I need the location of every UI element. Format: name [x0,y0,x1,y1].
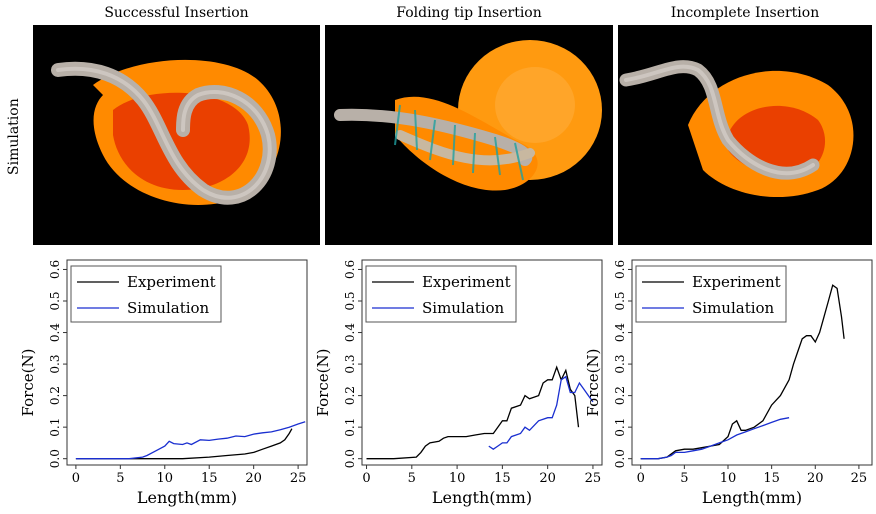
y-tick-label: 0.0 [343,449,357,468]
plot-frame [66,259,308,466]
legend-label: Experiment [422,273,511,291]
force-chart-folding: 0.0 0.1 0.2 0.3 0.4 0.5 0.6 0 5 10 15 20 25 Length(mm… [310,255,610,514]
y-tick-label: 0.1 [48,418,62,437]
chart-svg-0: 0.0 0.1 0.2 0.3 0.4 0.5 0.6 0 5 10 15 20 25 Length(mm… [19,259,308,507]
plot-frame [361,259,603,466]
x-tick-label: 10 [720,471,737,486]
cochlea-render-incomplete [619,60,854,198]
plot-frame [631,259,873,466]
x-tick-label: 15 [763,471,780,486]
x-tick-label: 5 [408,471,416,486]
y-tick-label: 0.5 [613,291,627,310]
legend-label: Simulation [692,299,775,317]
legend-label: Experiment [127,273,216,291]
y-axis-label: Force(N) [19,349,37,417]
simulation-image-folding [325,25,613,245]
legend-box [365,265,517,323]
x-tick-label: 10 [157,471,174,486]
y-tick-label: 0.1 [613,418,627,437]
y-tick-label: 0.6 [343,260,357,279]
x-tick-label: 20 [807,471,824,486]
x-tick-label: 25 [290,471,307,486]
series-line-experiment [366,365,580,460]
y-tick-label: 0.6 [613,260,627,279]
x-tick-label: 5 [116,471,124,486]
legend-box [635,265,787,323]
simulation-image-successful [33,25,320,245]
x-tick-label: 15 [201,471,218,486]
x-tick-label: 0 [72,471,80,486]
x-tick-label: 25 [851,471,868,486]
series-line-simulation [640,417,790,460]
cochlea-render-folding [334,40,602,191]
chart-svg-1: 0.0 0.1 0.2 0.3 0.4 0.5 0.6 0 5 10 15 20 25 Length(mm… [314,259,603,507]
y-tick-label: 0.1 [343,418,357,437]
series-line-simulation [75,421,306,460]
y-axis-label: Force(N) [314,349,332,417]
y-tick-label: 0.6 [48,260,62,279]
x-tick-label: 0 [637,471,645,486]
y-tick-label: 0.4 [613,323,627,342]
y-tick-label: 0.3 [343,355,357,374]
y-tick-label: 0.2 [48,386,62,405]
y-tick-label: 0.0 [613,449,627,468]
panel-title-successful: Successful Insertion [104,5,249,21]
x-tick-label: 25 [585,471,602,486]
legend-label: Experiment [692,273,781,291]
legend-label: Simulation [422,299,505,317]
x-axis-label: Length(mm) [702,488,802,507]
y-tick-label: 0.4 [343,323,357,342]
force-chart-successful: 0.0 0.1 0.2 0.3 0.4 0.5 0.6 0 5 10 15 20 25 Length(mm… [15,255,315,514]
panel-title-incomplete: Incomplete Insertion [670,5,820,21]
row-label-text: Simulation [6,98,22,175]
row-label-simulation: Simulation [4,80,24,200]
legend-box [70,265,222,323]
y-axis-label: Force(N) [584,349,602,417]
x-tick-label: 0 [362,471,370,486]
x-axis-label: Length(mm) [432,488,532,507]
x-tick-label: 5 [680,471,688,486]
y-tick-label: 0.4 [48,323,62,342]
simulation-image-incomplete [618,25,872,245]
panel-title-folding: Folding tip Insertion [396,5,542,21]
chart-svg-2: 0.0 0.1 0.2 0.3 0.4 0.5 0.6 0 5 10 15 20 25 Length(mm… [584,259,873,507]
x-tick-label: 20 [245,471,262,486]
x-tick-label: 10 [449,471,466,486]
series-line-simulation [488,375,594,450]
x-axis-label: Length(mm) [137,488,237,507]
y-tick-label: 0.5 [48,291,62,310]
y-tick-label: 0.5 [343,291,357,310]
y-tick-label: 0.3 [613,355,627,374]
series-line-experiment [640,284,845,460]
x-tick-label: 15 [494,471,511,486]
x-tick-label: 20 [539,471,556,486]
cochlea-render-successful [51,59,281,205]
y-tick-label: 0.2 [613,386,627,405]
y-tick-label: 0.2 [343,386,357,405]
legend-label: Simulation [127,299,210,317]
y-tick-label: 0.3 [48,355,62,374]
y-tick-label: 0.0 [48,449,62,468]
force-chart-incomplete: 0.0 0.1 0.2 0.3 0.4 0.5 0.6 0 5 10 15 20 25 Length(mm… [580,255,876,514]
series-line-experiment [75,428,293,460]
